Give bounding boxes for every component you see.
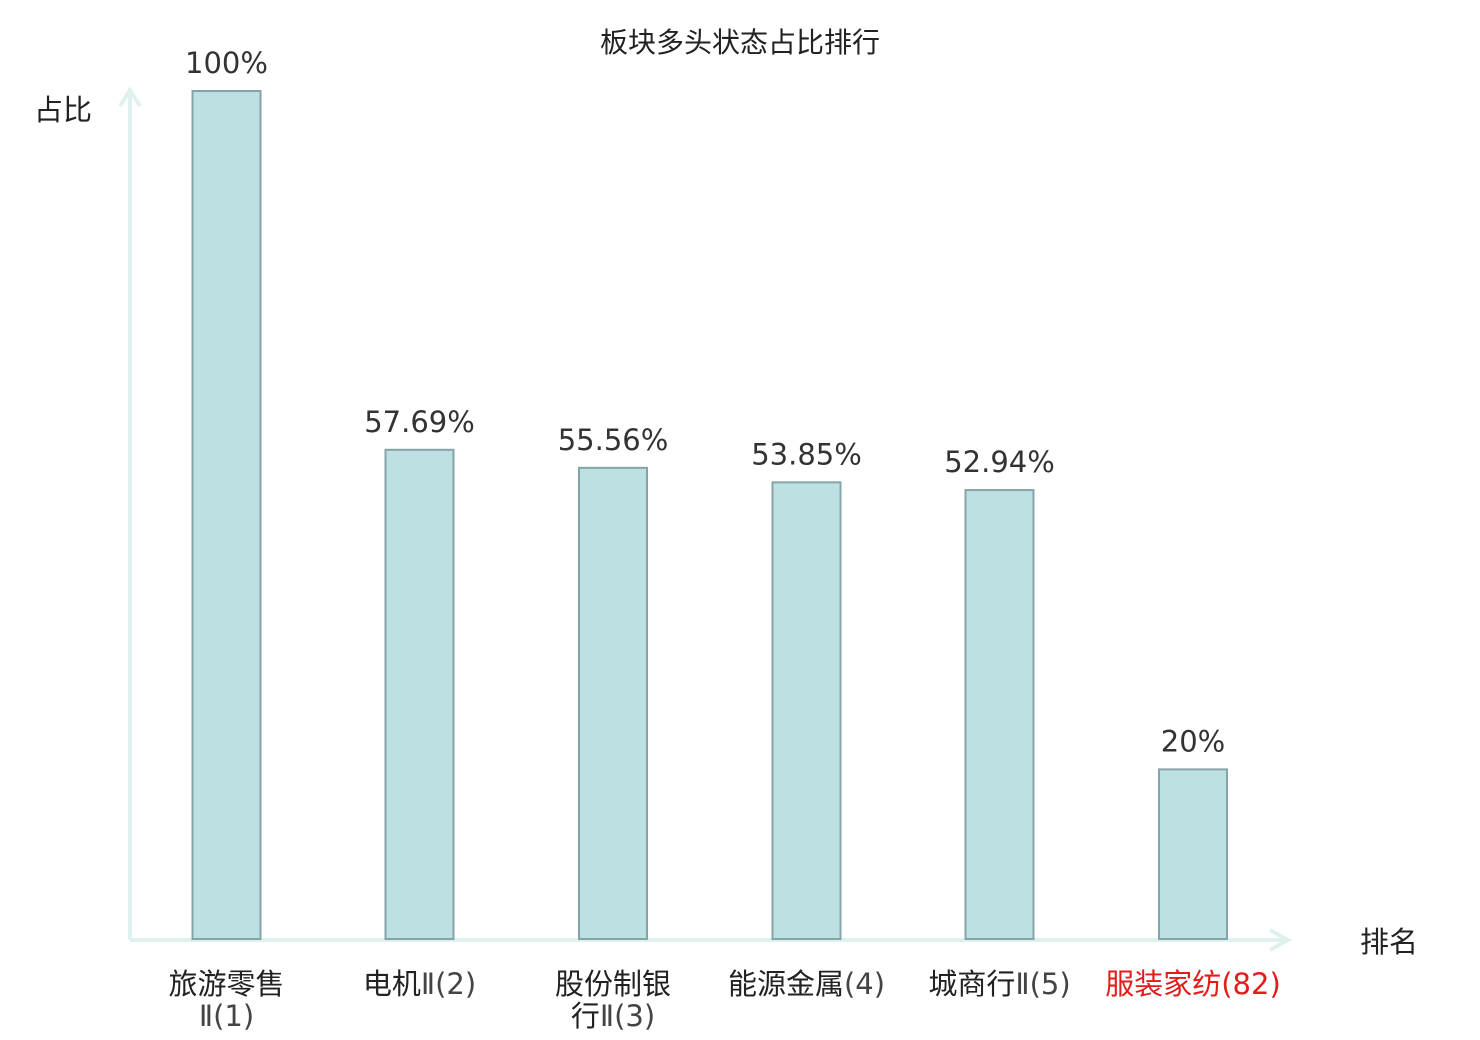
category-label-1: 旅游零售 Ⅱ(1) xyxy=(168,967,284,1033)
x-axis-label: 排名 xyxy=(1360,925,1418,959)
bar-6 xyxy=(1158,768,1228,941)
category-labels-group: 旅游零售 Ⅱ(1) 电机Ⅱ(2) 股份制银行Ⅱ(3) 能源金属(4) 城商行Ⅱ(5) 服装家… xyxy=(168,967,1280,1033)
value-label-5: 52.94% xyxy=(944,445,1055,479)
category-label-5: 城商行Ⅱ(5) xyxy=(928,967,1070,1001)
bar-2 xyxy=(384,448,455,940)
category-label-3: 股份制银行Ⅱ(3) xyxy=(555,967,671,1033)
bars-group xyxy=(191,90,1228,941)
bar-3 xyxy=(578,466,648,940)
category-label-2: 电机Ⅱ(2) xyxy=(363,967,476,1001)
x-axis-arrowhead xyxy=(1269,928,1293,952)
value-label-2: 57.69% xyxy=(364,405,475,439)
category-label-4: 能源金属(4) xyxy=(728,967,885,1001)
bar-1 xyxy=(191,90,262,940)
bar-5 xyxy=(964,489,1035,940)
bar-4 xyxy=(771,481,842,940)
axes xyxy=(118,86,1293,952)
chart-title: 板块多头状态占比排行 xyxy=(600,26,880,59)
y-axis-label: 占比 xyxy=(34,93,92,127)
value-label-1: 100% xyxy=(185,46,268,80)
y-axis-arrowhead xyxy=(118,86,142,108)
category-label-6: 服装家纺(82) xyxy=(1105,967,1281,1001)
value-label-6: 20% xyxy=(1161,724,1225,758)
value-labels-group: 100% 57.69% 55.56% 53.85% 52.94% 20% xyxy=(185,46,1225,758)
value-label-4: 53.85% xyxy=(751,437,862,471)
value-label-3: 55.56% xyxy=(558,423,669,457)
